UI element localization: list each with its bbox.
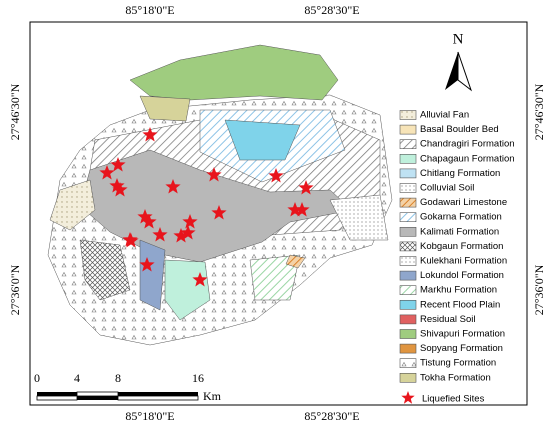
legend: Alluvial Fan Basal Boulder Bed Chandragiri… <box>396 106 526 405</box>
site-star <box>173 228 189 243</box>
site-star <box>99 165 115 180</box>
site-star <box>142 127 158 142</box>
site-star <box>298 180 314 195</box>
legend-swatch <box>399 110 417 120</box>
site-star <box>109 178 125 193</box>
coord-label: 85°28'30"E <box>304 409 359 423</box>
legend-star <box>401 391 415 404</box>
legend-label: Recent Flood Plain <box>420 299 500 310</box>
legend-label: Basal Boulder Bed <box>420 124 499 135</box>
scale-bar: 0 4 8 16 Km <box>34 371 222 403</box>
legend-label: Sopyang Formation <box>420 343 503 354</box>
legend-swatch <box>399 168 417 179</box>
liquefied-sites <box>99 127 314 287</box>
coord-label: 27°46'30"N <box>532 83 546 140</box>
legend-swatch <box>399 124 417 135</box>
legend-swatch <box>399 358 417 369</box>
legend-label: Lokundol Formation <box>420 270 504 281</box>
legend-swatch <box>399 197 417 208</box>
site-star <box>287 202 303 217</box>
legend-label: Chapagaun Formation <box>420 153 515 164</box>
legend-swatch <box>399 256 417 266</box>
site-star <box>180 225 196 240</box>
north-label: N <box>453 31 464 47</box>
coord-label: 85°18'0"E <box>125 3 174 17</box>
site-star <box>137 209 153 224</box>
legend-label: Kalimati Formation <box>420 226 499 237</box>
legend-swatch <box>399 299 417 310</box>
scale-label: 4 <box>74 371 80 385</box>
site-star <box>139 257 155 272</box>
legend-box <box>396 106 526 404</box>
scale-label: 16 <box>192 371 204 385</box>
legend-label: Colluvial Soil <box>420 183 474 194</box>
coord-label: 27°36'0"N <box>532 264 546 315</box>
legend-label: Tistung Formation <box>420 358 496 369</box>
site-star <box>110 157 126 172</box>
legend-swatch <box>399 285 417 296</box>
site-star <box>123 233 139 248</box>
legend-swatch <box>399 372 417 383</box>
scale-label: 0 <box>34 371 40 385</box>
site-star <box>268 168 284 183</box>
coord-label: 85°28'30"E <box>304 3 359 17</box>
legend-label: Kobgaun Formation <box>420 241 503 252</box>
site-star <box>141 214 157 229</box>
legend-swatch <box>399 183 417 193</box>
legend-label: Markhu Formation <box>420 285 497 296</box>
legend-swatch <box>399 212 417 222</box>
legend-swatch <box>399 227 417 237</box>
legend-label: Chitlang Formation <box>420 168 500 179</box>
legend-label: Godawari Limestone <box>420 197 507 208</box>
coord-label: 27°46'30"N <box>8 83 22 140</box>
north-arrow: N <box>445 31 473 92</box>
legend-swatch <box>399 154 417 164</box>
legend-swatch <box>399 329 417 339</box>
legend-label: Alluvial Fan <box>420 110 469 121</box>
scale-unit: Km <box>203 389 222 403</box>
legend-label: Chandragiri Formation <box>420 139 515 150</box>
site-star <box>165 179 181 194</box>
scale-label: 8 <box>115 371 121 385</box>
coord-label: 27°36'0"N <box>8 264 22 315</box>
site-star <box>294 202 310 217</box>
legend-swatch <box>399 241 417 252</box>
site-star <box>182 214 198 229</box>
legend-swatch <box>399 343 417 354</box>
site-star <box>206 167 222 182</box>
legend-swatch <box>399 270 417 281</box>
legend-label: Liquefied Sites <box>422 394 485 405</box>
site-star <box>152 227 168 242</box>
legend-label: Gokarna Formation <box>420 212 502 223</box>
coord-label: 85°18'0"E <box>125 409 174 423</box>
site-star <box>192 272 208 287</box>
site-star <box>211 205 227 220</box>
legend-label: Shivapuri Formation <box>420 329 505 340</box>
legend-label: Tokha Formation <box>420 372 491 383</box>
legend-swatch <box>399 139 417 149</box>
legend-swatch <box>399 314 417 325</box>
legend-label: Kulekhani Formation <box>420 256 507 267</box>
legend-label: Residual Soil <box>420 314 475 325</box>
